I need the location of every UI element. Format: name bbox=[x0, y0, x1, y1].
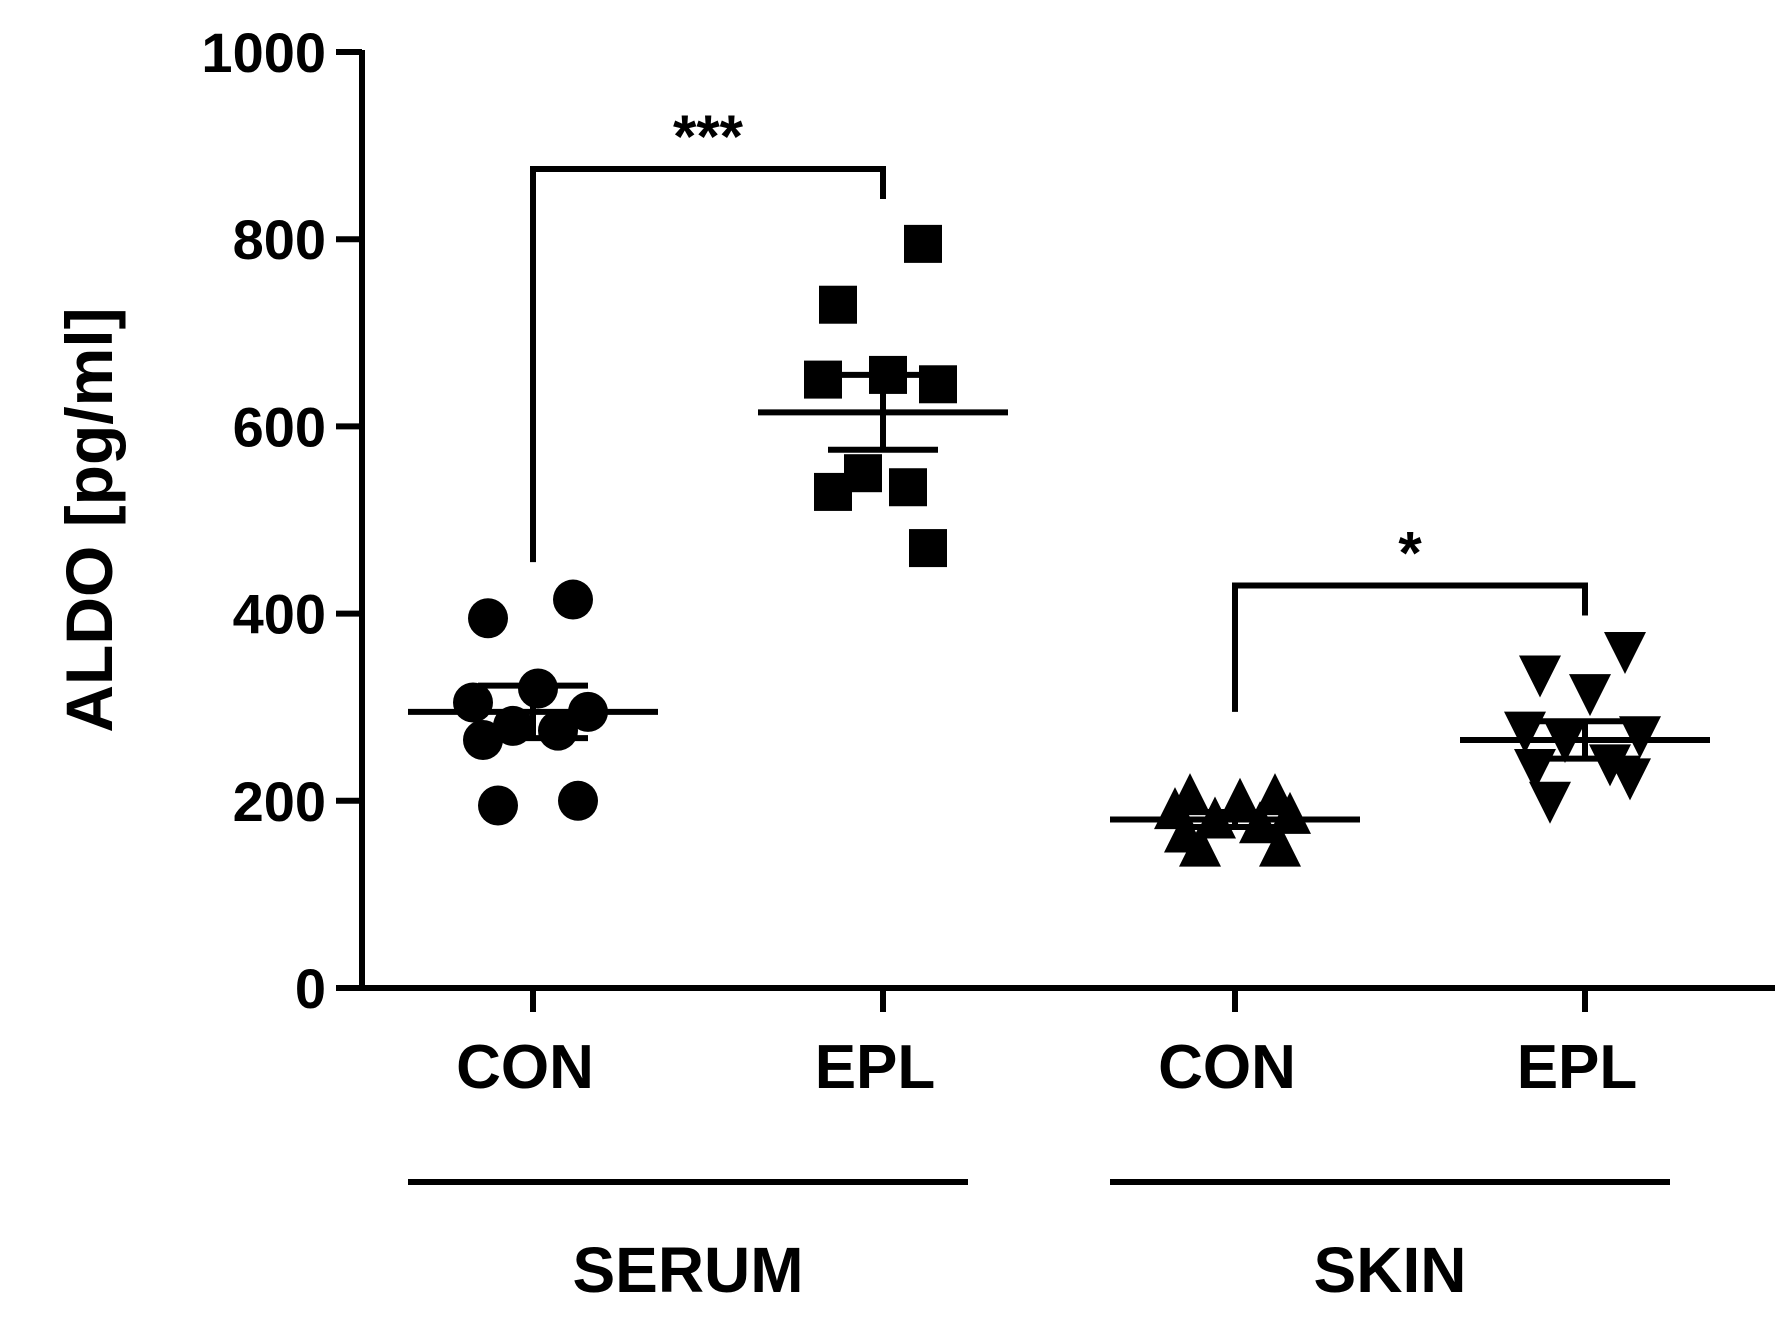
data-point bbox=[478, 785, 518, 826]
data-point bbox=[1604, 632, 1646, 675]
x-tick-label: EPL bbox=[815, 1033, 936, 1102]
significance-label: * bbox=[1398, 520, 1422, 587]
data-point bbox=[1519, 655, 1561, 698]
group-label: SKIN bbox=[1314, 1234, 1467, 1306]
data-point bbox=[1504, 711, 1546, 754]
group-labels: SERUM SKIN bbox=[408, 1179, 1670, 1306]
y-tick-label: 400 bbox=[233, 583, 326, 646]
data-point bbox=[919, 365, 957, 404]
data-point bbox=[814, 472, 852, 511]
y-tick-label: 0 bbox=[295, 957, 326, 1020]
data-point bbox=[904, 224, 942, 263]
comparison-bracket bbox=[1232, 582, 1588, 712]
y-tick-label: 200 bbox=[233, 770, 326, 833]
y-tick-label: 1000 bbox=[201, 21, 326, 84]
data-points bbox=[453, 224, 1661, 867]
group-label: SERUM bbox=[572, 1234, 803, 1306]
y-tick-label: 600 bbox=[233, 395, 326, 458]
data-point bbox=[804, 360, 842, 399]
data-point bbox=[1569, 674, 1611, 717]
data-point bbox=[1529, 781, 1571, 824]
x-tick-label: CON bbox=[1158, 1033, 1296, 1102]
data-point bbox=[1589, 744, 1631, 787]
data-point bbox=[558, 780, 598, 821]
comparison-bracket bbox=[530, 166, 886, 563]
significance-label: *** bbox=[673, 103, 744, 170]
data-point bbox=[909, 529, 947, 568]
data-point bbox=[1179, 824, 1221, 867]
data-point bbox=[468, 598, 508, 639]
data-point bbox=[889, 468, 927, 507]
x-axis: CON EPL CON EPL bbox=[359, 985, 1775, 1102]
data-point bbox=[819, 285, 857, 324]
data-point bbox=[553, 579, 593, 620]
significance-brackets: **** bbox=[530, 103, 1588, 712]
x-tick-label: EPL bbox=[1517, 1033, 1638, 1102]
data-point bbox=[538, 710, 578, 751]
y-axis-title: ALDO [pg/ml] bbox=[52, 307, 126, 732]
data-point bbox=[1259, 824, 1301, 867]
y-tick-label: 800 bbox=[233, 208, 326, 271]
mean-sem-bars bbox=[408, 371, 1710, 831]
x-tick-label: CON bbox=[456, 1033, 594, 1102]
data-point bbox=[1609, 758, 1651, 801]
y-axis: 0 200 400 600 800 1000 bbox=[201, 21, 365, 1020]
